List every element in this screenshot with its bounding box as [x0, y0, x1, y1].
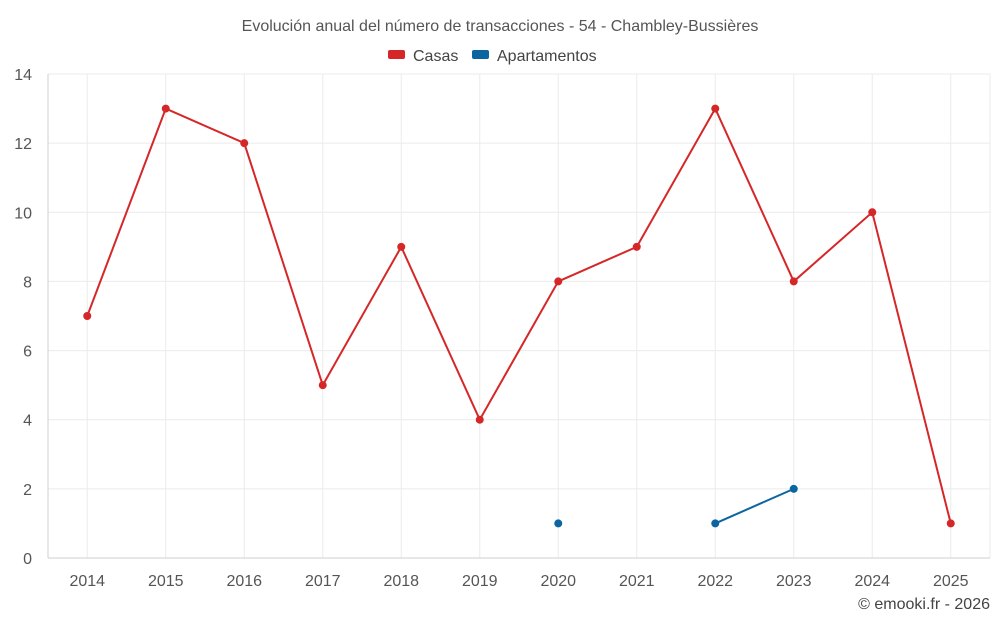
legend-label-casas: Casas: [413, 48, 458, 65]
data-point-casas-2017[interactable]: [318, 381, 327, 390]
y-tick-label: 10: [14, 205, 32, 222]
axes: 0 2 4 6 8 10 12 14 2014 2015 2016 2017 2018 2019 2020 2…: [14, 67, 990, 590]
x-tick-label: 2017: [305, 573, 341, 590]
data-point-casas-2024[interactable]: [868, 208, 877, 217]
legend-item-apartamentos[interactable]: Apartamentos: [472, 48, 597, 65]
x-tick-label: 2015: [148, 573, 184, 590]
data-point-casas-2023[interactable]: [789, 277, 798, 286]
y-tick-label: 8: [23, 274, 32, 291]
y-tick-label: 0: [23, 551, 32, 568]
chart-title: Evolución anual del número de transaccio…: [242, 18, 759, 35]
x-tick-label: 2024: [854, 573, 890, 590]
legend: Casas Apartamentos: [388, 48, 597, 65]
x-tick-label: 2016: [226, 573, 262, 590]
credit-text: © emooki.fr - 2026: [858, 596, 990, 613]
data-point-casas-2015[interactable]: [161, 104, 170, 113]
data-point-casas-2019[interactable]: [475, 415, 484, 424]
legend-swatch-casas: [388, 50, 405, 59]
x-tick-label: 2021: [619, 573, 655, 590]
legend-item-casas[interactable]: Casas: [388, 48, 458, 65]
series-line-apartamentos: [714, 487, 795, 525]
x-tick-label: 2020: [540, 573, 576, 590]
legend-label-apartamentos: Apartamentos: [497, 48, 597, 65]
x-tick-label: 2018: [383, 573, 419, 590]
y-tick-label: 14: [14, 67, 32, 84]
series-apartamentos: [554, 484, 798, 528]
grid: [48, 73, 991, 558]
data-point-casas-2018[interactable]: [397, 242, 406, 251]
data-point-casas-2025[interactable]: [946, 519, 955, 528]
x-tick-label: 2025: [933, 573, 969, 590]
y-tick-label: 4: [23, 413, 32, 430]
data-point-casas-2021[interactable]: [632, 242, 641, 251]
x-tick-label: 2022: [697, 573, 733, 590]
data-point-casas-2020[interactable]: [554, 277, 563, 286]
x-tick-label: 2023: [776, 573, 812, 590]
y-tick-label: 2: [23, 482, 32, 499]
y-tick-label: 12: [14, 136, 32, 153]
data-point-casas-2016[interactable]: [240, 139, 249, 148]
series: [83, 104, 955, 528]
legend-swatch-apartamentos: [472, 50, 489, 59]
y-tick-label: 6: [23, 344, 32, 361]
data-point-casas-2014[interactable]: [83, 312, 92, 320]
series-casas: [83, 104, 955, 528]
data-point-apartamentos-2020[interactable]: [554, 519, 563, 528]
data-point-apartamentos-2022[interactable]: [711, 519, 720, 528]
data-point-apartamentos-2023[interactable]: [789, 484, 798, 493]
series-line-casas: [86, 106, 952, 524]
data-point-casas-2022[interactable]: [711, 104, 720, 113]
x-tick-label: 2014: [69, 573, 105, 590]
x-tick-label: 2019: [462, 573, 498, 590]
